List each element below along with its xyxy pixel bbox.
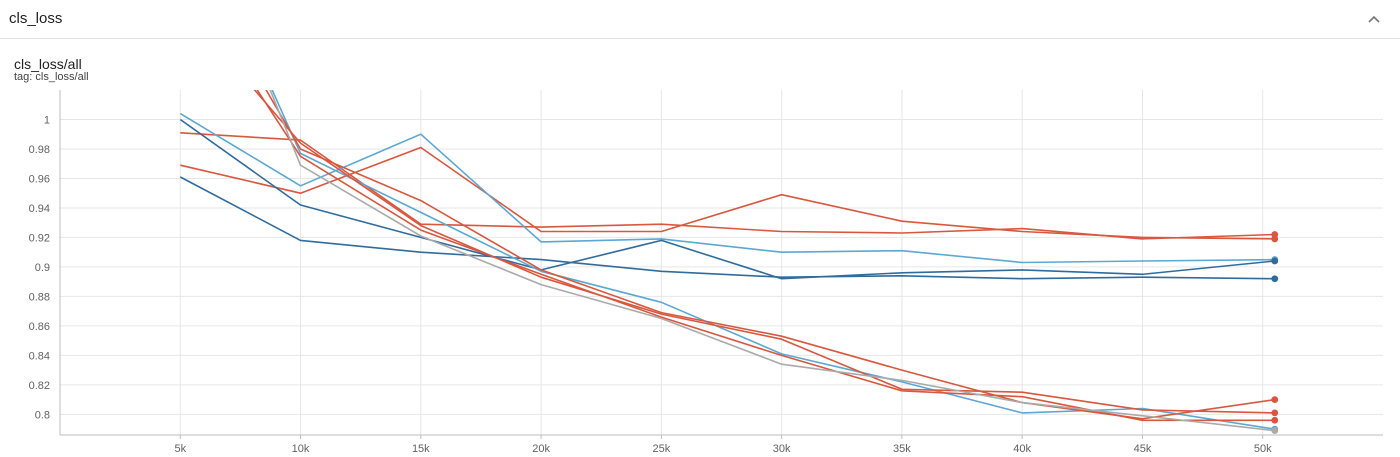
line-chart[interactable]: 5k 10k 15k 20k 25k 30k 35k 40k 45k 50k 0.8 0.82 0.84… bbox=[0, 84, 1400, 457]
y-tick-label: 0.8 bbox=[35, 409, 50, 421]
series-end-marker-2 bbox=[1271, 235, 1279, 243]
series-line-4 bbox=[179, 118, 1275, 280]
chevron-up-icon[interactable] bbox=[1366, 11, 1382, 27]
y-tick-label: 0.88 bbox=[29, 291, 50, 303]
y-tick-label: 0.9 bbox=[35, 262, 50, 274]
series-end-marker-10 bbox=[1271, 427, 1279, 434]
series-line-5 bbox=[179, 176, 1275, 280]
grid bbox=[60, 90, 1383, 435]
x-tick-label: 20k bbox=[532, 443, 550, 455]
series-line-10 bbox=[269, 90, 1275, 432]
card-title: cls_loss/all bbox=[14, 56, 82, 72]
x-tick-label: 5k bbox=[174, 443, 186, 455]
series-line-7 bbox=[265, 90, 1275, 420]
y-tick-label: 0.96 bbox=[29, 173, 50, 185]
series-line-2 bbox=[180, 146, 1275, 240]
x-tick-label: 35k bbox=[893, 443, 911, 455]
y-tick-label: 0.98 bbox=[29, 144, 50, 156]
section-header[interactable]: cls_loss bbox=[0, 0, 1400, 39]
y-tick-label: 0.84 bbox=[29, 350, 50, 362]
y-tick-label: 0.82 bbox=[29, 380, 50, 392]
y-tick-label: 1 bbox=[44, 114, 50, 126]
x-tick-label: 45k bbox=[1134, 443, 1152, 455]
x-tick-label: 50k bbox=[1254, 443, 1272, 455]
series-end-marker-5 bbox=[1271, 275, 1279, 283]
series-end-marker-7 bbox=[1271, 396, 1279, 404]
y-tick-label: 0.94 bbox=[29, 203, 50, 215]
card-tag: tag: cls_loss/all bbox=[14, 71, 89, 83]
series-line-6 bbox=[271, 90, 1275, 430]
axes bbox=[59, 90, 1383, 439]
series-layer bbox=[179, 90, 1279, 434]
series-end-marker-4 bbox=[1271, 257, 1279, 265]
series-line-8 bbox=[253, 90, 1275, 414]
series-end-marker-8 bbox=[1271, 409, 1279, 417]
x-tick-label: 30k bbox=[773, 443, 791, 455]
series-line-3 bbox=[179, 112, 1275, 264]
y-tick-label: 0.86 bbox=[29, 321, 50, 333]
series-end-marker-9 bbox=[1271, 416, 1279, 424]
x-tick-label: 40k bbox=[1013, 443, 1031, 455]
x-tick-label: 10k bbox=[292, 443, 310, 455]
section-title: cls_loss bbox=[9, 10, 63, 27]
x-tick-label: 15k bbox=[412, 443, 430, 455]
series-line-9 bbox=[256, 90, 1275, 422]
tick-labels: 5k 10k 15k 20k 25k 30k 35k 40k 45k 50k 0.8 0.82 0.84… bbox=[29, 114, 1273, 455]
x-tick-label: 25k bbox=[652, 443, 670, 455]
y-tick-label: 0.92 bbox=[29, 232, 50, 244]
